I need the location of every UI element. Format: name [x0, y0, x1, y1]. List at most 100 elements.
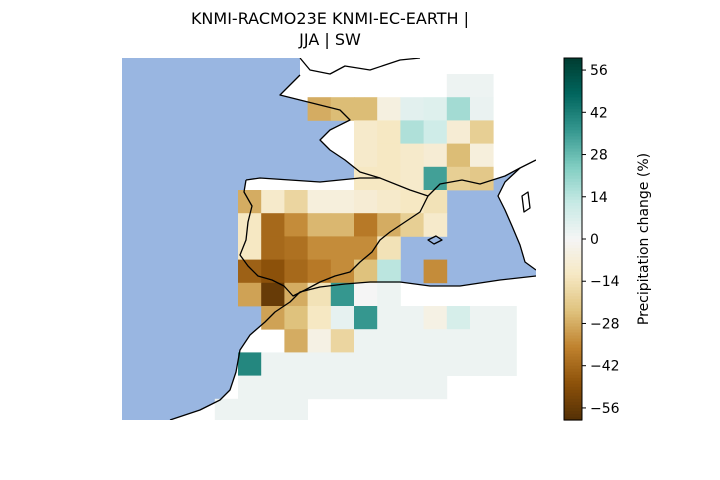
- grid-cell: [307, 352, 332, 376]
- colorbar-segment: [564, 79, 582, 83]
- colorbar-segment: [564, 404, 582, 409]
- colorbar-segment: [564, 196, 582, 201]
- grid-cell: [307, 306, 332, 330]
- colorbar-segment: [564, 127, 582, 131]
- colorbar-segment: [564, 232, 582, 237]
- grid-cell: [307, 190, 332, 214]
- colorbar-segment: [564, 269, 582, 273]
- grid-cell: [470, 329, 494, 353]
- grid-cell: [377, 306, 401, 330]
- grid-cell: [330, 259, 355, 284]
- grid-cell: [470, 120, 494, 144]
- colorbar-segment: [564, 169, 582, 174]
- colorbar-segment: [564, 148, 582, 153]
- grid-cell: [261, 213, 285, 237]
- colorbar-segment: [564, 166, 582, 171]
- colorbar-segment: [564, 305, 582, 309]
- colorbar-segment: [564, 380, 582, 385]
- colorbar-segment: [564, 386, 582, 391]
- colorbar-segment: [564, 97, 582, 101]
- grid-cell: [377, 375, 401, 400]
- colorbar-segment: [564, 374, 582, 379]
- grid-cell: [446, 143, 471, 168]
- colorbar-segment: [564, 266, 582, 270]
- grid-cell: [307, 97, 332, 121]
- colorbar-segment: [564, 106, 582, 110]
- colorbar-tick-label: −56: [590, 401, 620, 417]
- colorbar-segment: [564, 395, 582, 400]
- grid-cell: [354, 375, 378, 400]
- colorbar-segment: [564, 85, 582, 89]
- colorbar-segment: [564, 73, 582, 77]
- colorbar-segment: [564, 214, 582, 219]
- colorbar-segment: [564, 383, 582, 388]
- grid-cell: [377, 259, 401, 284]
- colorbar-segment: [564, 317, 582, 322]
- colorbar-segment: [564, 290, 582, 294]
- colorbar-segment: [564, 338, 582, 343]
- grid-cell: [284, 190, 308, 214]
- grid-cell: [377, 236, 401, 260]
- colorbar-segment: [564, 181, 582, 186]
- grid-cell: [284, 259, 308, 284]
- grid-cell: [423, 329, 448, 353]
- colorbar-ticks: −56 −42 −28 −14 0 14 28 42 56: [582, 63, 620, 417]
- grid-cell: [261, 375, 285, 400]
- grid-cell: [446, 306, 471, 330]
- colorbar-segment: [564, 293, 582, 297]
- grid-cell: [377, 282, 401, 307]
- grid-cell: [330, 236, 355, 260]
- grid-cell: [354, 213, 378, 237]
- grid-cell: [423, 259, 448, 284]
- grid-cell: [307, 375, 332, 400]
- colorbar-segment: [564, 184, 582, 189]
- colorbar-segment: [564, 248, 582, 252]
- colorbar-segment: [564, 416, 582, 421]
- grid-cell: [261, 398, 285, 420]
- grid-cell: [377, 352, 401, 376]
- grid-cell: [377, 143, 401, 168]
- colorbar-segment: [564, 199, 582, 204]
- colorbar-segment: [564, 130, 582, 135]
- grid-cell: [284, 236, 308, 260]
- grid-cell: [238, 282, 262, 307]
- colorbar-segment: [564, 347, 582, 352]
- grid-cell: [400, 166, 424, 191]
- grid-cell: [400, 375, 424, 400]
- grid-cell: [446, 166, 471, 191]
- colorbar-segment: [564, 377, 582, 382]
- colorbar-segment: [564, 275, 582, 279]
- coastline-corsica: [521, 191, 531, 213]
- colorbar-segment: [564, 242, 582, 246]
- colorbar-tick-label: 56: [590, 63, 608, 79]
- grid-cell: [470, 97, 494, 121]
- grid-cell: [214, 398, 239, 420]
- grid-cell: [330, 190, 355, 214]
- grid-cell: [354, 259, 378, 284]
- grid-cell: [354, 97, 378, 121]
- colorbar-segment: [564, 187, 582, 192]
- colorbar-segment: [564, 109, 582, 113]
- grid-cell: [423, 375, 448, 400]
- colorbar-segment: [564, 163, 582, 168]
- grid-cell: [354, 120, 378, 144]
- colorbar-segment: [564, 329, 582, 334]
- grid-cell: [377, 97, 401, 121]
- grid-cell: [330, 375, 355, 400]
- colorbar-segment: [564, 76, 582, 80]
- colorbar-segment: [564, 320, 582, 325]
- grid-cell: [446, 74, 471, 98]
- colorbar-segment: [564, 121, 582, 125]
- colorbar-segment: [564, 356, 582, 361]
- colorbar-segment: [564, 124, 582, 128]
- grid-cell: [261, 306, 285, 330]
- grid-cell: [400, 190, 424, 214]
- colorbar-segment: [564, 202, 582, 207]
- colorbar-segment: [564, 398, 582, 403]
- colorbar-segment: [564, 208, 582, 213]
- grid-cell: [423, 143, 448, 168]
- colorbar-segment: [564, 193, 582, 198]
- colorbar-segment: [564, 296, 582, 300]
- colorbar-segment: [564, 64, 582, 68]
- land-italy: [498, 160, 536, 270]
